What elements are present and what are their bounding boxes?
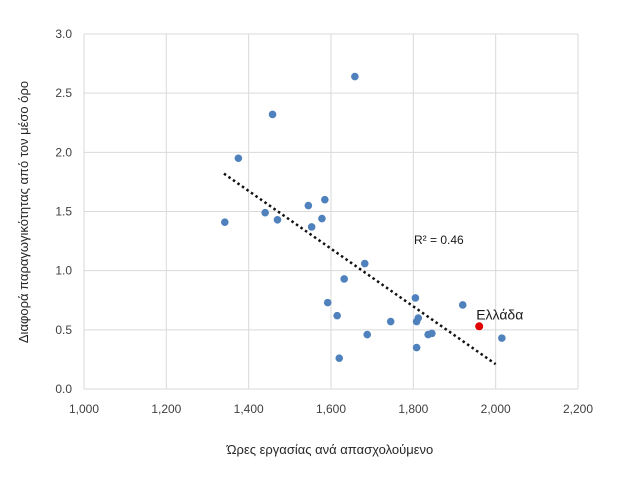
- highlight-label: Ελλάδα: [476, 306, 523, 322]
- x-tick-label: 2,000: [481, 402, 511, 416]
- data-point: [351, 72, 359, 81]
- data-point: [412, 343, 421, 352]
- data-point: [273, 215, 282, 224]
- x-tick-label: 1,000: [69, 402, 99, 416]
- trendline: [223, 172, 497, 366]
- x-tick-label: 2,200: [563, 402, 593, 416]
- data-point: [323, 298, 332, 307]
- y-tick-label: 3.0: [55, 27, 72, 41]
- x-axis-title: Ώρες εργασίας ανά απασχολούμενο: [226, 442, 433, 457]
- x-tick-label: 1,400: [234, 402, 264, 416]
- x-tick-label: 1,800: [398, 402, 428, 416]
- data-point: [268, 110, 277, 119]
- data-point: [307, 223, 316, 231]
- data-point: [304, 201, 313, 210]
- data-point: [318, 214, 326, 223]
- x-tick-labels: 1,000 1,200 1,400 1,600 1,800 2,000 2,200: [69, 402, 593, 416]
- y-tick-label: 2.5: [55, 86, 72, 100]
- x-tick-label: 1,200: [151, 402, 181, 416]
- data-point: [428, 329, 436, 338]
- x-tick-label: 1,600: [316, 402, 346, 416]
- y-tick-label: 1.5: [55, 205, 72, 219]
- r-squared-annotation: R² = 0.46: [414, 233, 464, 247]
- data-point: [321, 195, 329, 204]
- gridlines: [83, 33, 579, 390]
- data-point: [261, 208, 269, 217]
- data-points: [220, 72, 506, 363]
- highlight-point-greece: [475, 322, 484, 331]
- data-point: [414, 314, 423, 322]
- data-point: [335, 354, 344, 363]
- y-tick-label: 0.5: [55, 323, 72, 337]
- data-point: [498, 334, 506, 342]
- data-point: [220, 218, 229, 226]
- data-point: [411, 294, 420, 302]
- y-tick-label: 1.0: [55, 264, 72, 278]
- data-point: [333, 311, 341, 320]
- y-tick-label: 2.0: [55, 145, 72, 159]
- data-point: [458, 301, 467, 309]
- data-point: [386, 317, 395, 326]
- y-axis-title: Διαφορά παραγωγικότητας από τον μέσο όρο: [16, 81, 31, 343]
- y-tick-labels: 0.0 0.5 1.0 1.5 2.0 2.5 3.0: [55, 27, 72, 396]
- data-point: [363, 330, 372, 339]
- data-point: [340, 275, 348, 283]
- data-point: [234, 154, 243, 163]
- y-tick-label: 0.0: [55, 382, 72, 396]
- data-point: [360, 259, 369, 268]
